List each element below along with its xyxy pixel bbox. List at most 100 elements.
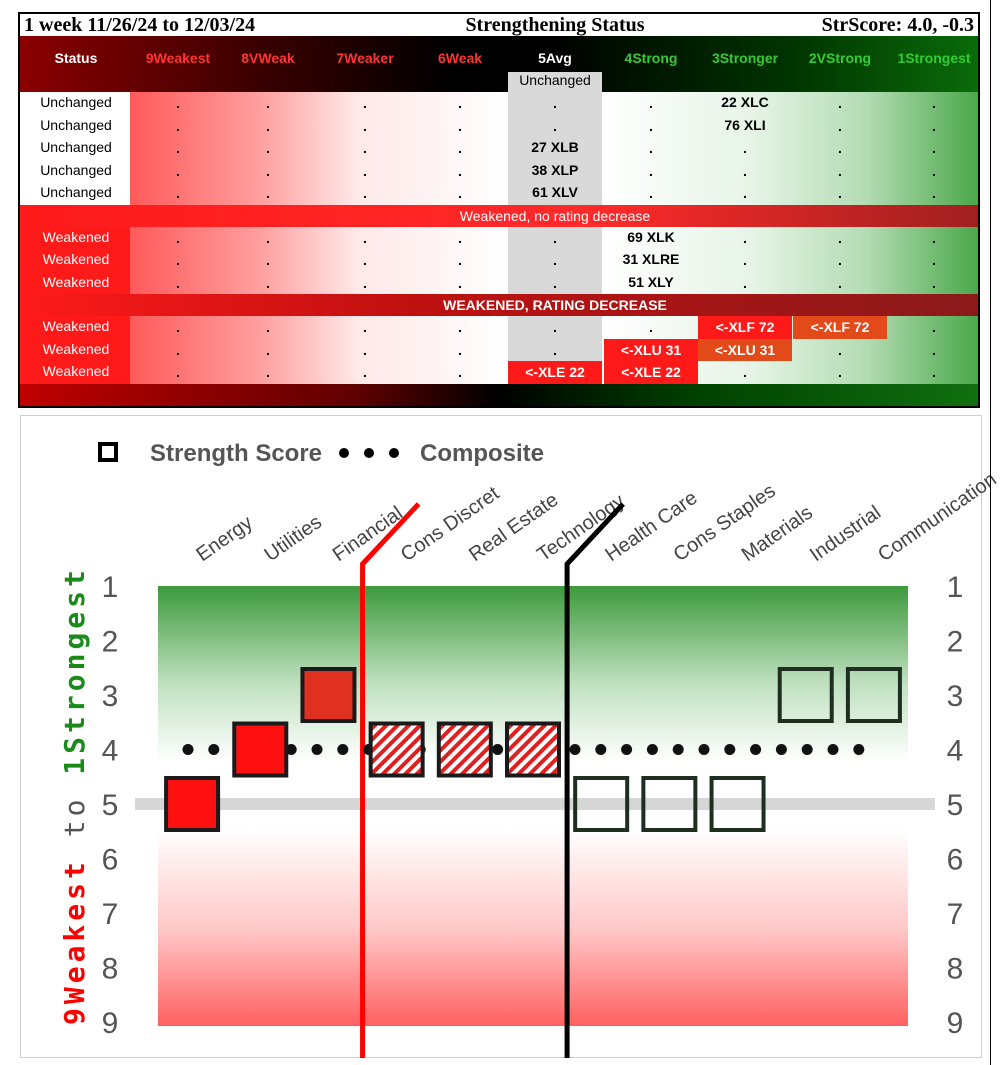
column-header-2vstrong: 2VStrong <box>808 50 872 66</box>
empty-cell-dot: . <box>932 229 936 246</box>
empty-cell-dot: . <box>176 274 180 291</box>
composite-dot <box>285 744 297 755</box>
strength-score-square <box>300 667 357 723</box>
column-header-7weaker: 7Weaker <box>336 50 394 66</box>
column-header-3stronger: 3Stronger <box>711 50 779 66</box>
empty-cell-dot: . <box>176 229 180 246</box>
empty-cell-dot: . <box>458 95 462 111</box>
composite-dot <box>646 744 658 755</box>
legend-composite: Composite <box>420 440 544 467</box>
avg-column-shade-unchanged <box>508 92 602 205</box>
column-header-5avg: 5Avg <box>538 50 572 66</box>
empty-cell-dot: . <box>932 252 936 268</box>
empty-cell-dot: . <box>838 117 842 134</box>
average-line <box>135 798 935 810</box>
empty-cell-dot: . <box>458 117 462 134</box>
empty-cell-dot: . <box>932 95 936 111</box>
empty-cell-dot: . <box>838 341 842 358</box>
red-divider <box>360 502 421 1058</box>
sector-strength-table: 1 week 11/26/24 to 12/03/24 Strengthenin… <box>18 12 980 408</box>
empty-cell-dot: . <box>266 319 270 335</box>
empty-cell-dot: . <box>458 319 462 335</box>
composite-dot <box>724 744 736 755</box>
y-tick-left: 6 <box>102 844 119 877</box>
y-tick-right: 2 <box>947 626 964 659</box>
dec-left-grad <box>130 316 508 384</box>
status-cell-bg <box>20 338 130 361</box>
column-header-6weak: 6Weak <box>437 50 483 66</box>
y-tick-left: 4 <box>102 735 119 768</box>
empty-cell-dot: . <box>838 274 842 291</box>
y-tick-left: 5 <box>102 789 119 822</box>
empty-cell-dot: . <box>743 140 747 156</box>
category-label: Communication <box>874 468 1000 566</box>
empty-cell-dot: . <box>266 274 270 291</box>
y-tick-right: 9 <box>947 1007 964 1040</box>
composite-dot <box>827 744 839 755</box>
empty-cell-dot: . <box>266 252 270 268</box>
empty-cell-dot: . <box>176 364 180 380</box>
status-column-header: Status <box>54 50 98 66</box>
empty-cell-dot: . <box>932 162 936 179</box>
empty-cell-dot: . <box>266 162 270 179</box>
empty-cell-dot: . <box>176 117 180 134</box>
y-tick-right: 6 <box>947 844 964 877</box>
row-status: Unchanged <box>40 161 112 178</box>
status-cell-bg <box>20 226 130 249</box>
title-row: 1 week 11/26/24 to 12/03/24 Strengthenin… <box>20 14 978 36</box>
unchanged-left-grad <box>130 92 508 205</box>
empty-cell-dot: . <box>458 140 462 156</box>
composite-dot <box>208 744 220 755</box>
column-header-8vweak: 8VWeak <box>241 50 295 66</box>
strength-chart-panel <box>20 415 982 1058</box>
empty-cell-dot: . <box>458 229 462 246</box>
strength-score-square <box>641 776 698 832</box>
empty-cell-dot: . <box>932 341 936 358</box>
strength-score-square <box>368 721 425 778</box>
strength-score-square <box>777 667 834 723</box>
empty-cell-dot: . <box>363 95 367 111</box>
legend-dot-icon <box>339 448 349 458</box>
empty-cell-dot: . <box>553 341 557 358</box>
section-weakened-decrease-label: WEAKENED, RATING DECREASE <box>443 297 667 313</box>
empty-cell-dot: . <box>553 95 557 111</box>
empty-cell-dot: . <box>553 319 557 335</box>
empty-cell-dot: . <box>176 162 180 179</box>
empty-cell-dot: . <box>743 185 747 201</box>
ticker-cell: 76 XLI <box>724 116 766 133</box>
column-header-1strongest: 1Strongest <box>897 50 971 66</box>
composite-dot <box>775 744 787 755</box>
row-status: Weakened <box>42 273 110 290</box>
ticker-cell: 61 XLV <box>532 184 578 200</box>
empty-cell-dot: . <box>932 319 936 335</box>
ticker-cell: 69 XLK <box>627 228 675 245</box>
row-status: Weakened <box>42 251 110 267</box>
y-tick-left: 3 <box>102 680 119 713</box>
empty-cell-dot: . <box>649 117 653 134</box>
strength-score-square <box>845 667 902 723</box>
y-tick-left: 9 <box>102 1007 119 1040</box>
empty-cell-dot: . <box>553 229 557 246</box>
composite-dot <box>492 744 504 755</box>
composite-dot <box>182 744 194 755</box>
y-tick-right: 3 <box>947 680 964 713</box>
table-title: Strengthening Status <box>465 14 645 36</box>
empty-cell-dot: . <box>176 319 180 335</box>
strscore-label: StrScore: 4.0, -0.3 <box>821 14 974 36</box>
composite-dot <box>569 744 581 755</box>
ticker-cell: 22 XLC <box>721 94 769 110</box>
unchanged-right-grad <box>602 92 978 205</box>
status-cell-bg <box>20 271 130 294</box>
footer-bar <box>20 384 978 406</box>
status-cell-bg <box>20 316 130 339</box>
y-tick-right: 4 <box>947 735 964 768</box>
empty-cell-dot: . <box>553 274 557 291</box>
section-weakened-no-decrease <box>20 204 978 227</box>
empty-cell-dot: . <box>458 162 462 179</box>
composite-dot <box>621 744 633 755</box>
empty-cell-dot: . <box>838 364 842 380</box>
composite-dot <box>337 744 349 755</box>
empty-cell-dot: . <box>838 229 842 246</box>
legend-strength-score: Strength Score <box>150 440 322 467</box>
empty-cell-dot: . <box>932 185 936 201</box>
